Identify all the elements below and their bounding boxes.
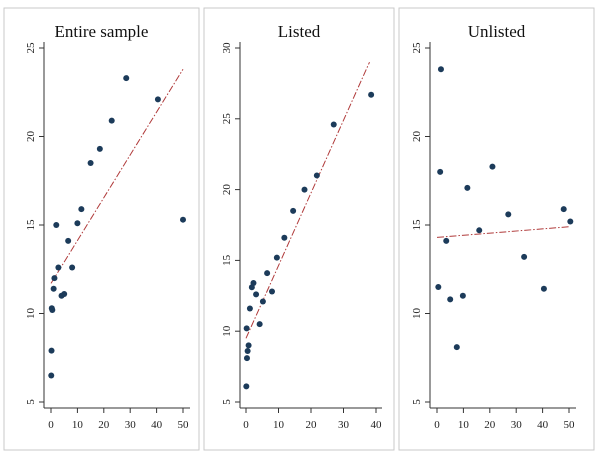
data-point [123, 75, 130, 82]
data-point [256, 321, 263, 328]
data-point [50, 285, 57, 292]
y-tick-label: 15 [411, 219, 423, 231]
data-point [78, 206, 85, 213]
y-tick-label: 25 [411, 42, 423, 54]
chart-title: Listed [278, 22, 321, 41]
x-tick-label: 40 [151, 419, 163, 431]
x-tick-label: 10 [458, 419, 470, 431]
x-tick-label: 0 [48, 419, 54, 431]
data-point [243, 355, 250, 362]
data-point [259, 298, 266, 305]
data-point [264, 270, 271, 277]
x-tick-label: 30 [125, 419, 137, 431]
fit-line [245, 61, 370, 339]
data-point [246, 305, 253, 312]
data-point [437, 168, 444, 175]
x-tick-label: 0 [434, 419, 440, 431]
data-point [53, 222, 60, 228]
y-tick-label: 20 [221, 184, 233, 196]
data-point [290, 207, 297, 214]
data-point [87, 160, 94, 167]
data-point [245, 342, 252, 349]
data-point [48, 347, 55, 354]
data-point [49, 306, 56, 313]
data-point [273, 254, 280, 261]
data-point [65, 237, 72, 244]
data-point [61, 291, 68, 298]
data-point [464, 184, 471, 191]
data-point [154, 96, 161, 103]
y-tick-label: 20 [25, 131, 37, 143]
data-point [301, 186, 308, 193]
panel-frame [3, 7, 200, 451]
fit-line [50, 68, 184, 284]
x-tick-label: 20 [484, 419, 496, 431]
y-tick-label: 10 [221, 325, 233, 337]
data-point [51, 275, 58, 282]
data-point [69, 264, 76, 271]
y-tick-label: 25 [221, 113, 233, 125]
panel-2: Listed 5 10 15 20 25 30 0 10 20 30 40 [203, 7, 395, 451]
data-point [447, 296, 454, 303]
data-point [443, 237, 450, 244]
x-tick-label: 10 [72, 419, 84, 431]
x-tick-label: 40 [537, 419, 549, 431]
panel-frame [398, 7, 595, 451]
data-point [505, 211, 512, 218]
x-tick-label: 30 [338, 419, 350, 431]
data-point [476, 227, 483, 234]
data-point [435, 283, 442, 290]
x-tick-label: 10 [273, 419, 285, 431]
data-point [48, 372, 55, 379]
data-point [96, 145, 103, 152]
data-point [459, 292, 466, 299]
x-tick-label: 30 [511, 419, 523, 431]
data-point [489, 163, 496, 170]
data-point [368, 91, 375, 98]
data-point [108, 117, 115, 124]
panel-3: Unlisted 5 10 15 20 25 0 10 20 30 40 50 [398, 7, 595, 451]
fit-line [436, 226, 570, 238]
chart-title: Entire sample [55, 22, 149, 41]
data-point [521, 253, 528, 260]
y-tick-label: 30 [221, 42, 233, 54]
x-tick-label: 50 [178, 419, 190, 431]
y-tick-label: 5 [25, 399, 37, 405]
x-tick-label: 50 [564, 419, 576, 431]
y-tick-label: 10 [25, 308, 37, 320]
data-point [330, 121, 337, 128]
data-point [180, 216, 186, 223]
data-point [243, 325, 250, 332]
data-point [567, 218, 574, 225]
y-tick-label: 25 [25, 42, 37, 54]
y-tick-label: 5 [221, 399, 233, 405]
data-point [281, 234, 288, 241]
x-tick-label: 40 [371, 419, 383, 431]
x-tick-label: 20 [306, 419, 318, 431]
data-point [243, 383, 250, 390]
data-point [437, 66, 444, 73]
data-point [253, 291, 260, 298]
chart-title: Unlisted [468, 22, 526, 41]
data-point [540, 285, 547, 292]
x-tick-label: 20 [98, 419, 110, 431]
y-tick-label: 10 [411, 308, 423, 320]
panel-frame [203, 7, 395, 451]
y-tick-label: 15 [221, 254, 233, 266]
y-tick-label: 20 [411, 131, 423, 143]
data-point [74, 220, 81, 227]
data-point [560, 206, 567, 213]
data-point [250, 280, 257, 287]
data-point [313, 172, 320, 179]
data-point [244, 348, 251, 355]
panel-1: Entire sample 5 10 15 20 25 0 10 20 30 40 50 [3, 7, 200, 451]
x-tick-label: 0 [243, 419, 249, 431]
data-point [453, 344, 460, 351]
data-point [269, 288, 275, 295]
y-tick-label: 15 [25, 219, 37, 231]
data-point [55, 264, 62, 271]
y-tick-label: 5 [411, 399, 423, 405]
